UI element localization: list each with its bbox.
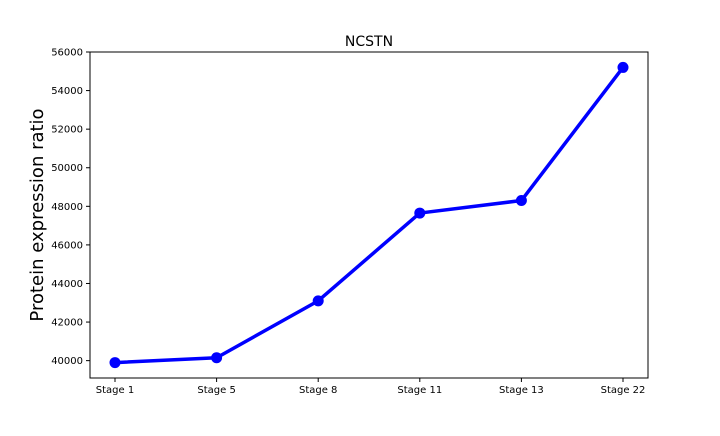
y-tick-label: 50000 bbox=[51, 163, 83, 174]
y-tick-label: 48000 bbox=[51, 202, 83, 213]
plot-area-frame bbox=[89, 51, 649, 379]
y-tick-label: 40000 bbox=[51, 356, 83, 367]
y-axis-label: Protein expression ratio bbox=[27, 108, 48, 321]
data-point-2 bbox=[211, 352, 223, 364]
x-tick-label: Stage 11 bbox=[397, 385, 442, 396]
y-tick-label: 56000 bbox=[51, 48, 83, 59]
x-tick-label: Stage 1 bbox=[96, 385, 134, 396]
x-tick-label: Stage 5 bbox=[197, 385, 235, 396]
y-tick-label: 52000 bbox=[51, 125, 83, 136]
series-line bbox=[113, 65, 625, 365]
data-point-6 bbox=[617, 61, 629, 73]
y-axis: 40000 42000 44000 46000 48000 50000 52000 54000… bbox=[51, 48, 90, 367]
x-axis: Stage 1 Stage 5 Stage 8 Stage 11 Stage 13 Sta… bbox=[96, 378, 646, 396]
x-tick-label: Stage 8 bbox=[299, 385, 337, 396]
data-point-1 bbox=[109, 357, 121, 369]
x-tick-label: Stage 13 bbox=[499, 385, 544, 396]
y-tick-label: 44000 bbox=[51, 279, 83, 290]
data-point-5 bbox=[515, 195, 527, 207]
chart-title: NCSTN bbox=[345, 34, 393, 50]
y-tick-label: 42000 bbox=[51, 318, 83, 329]
x-tick-label: Stage 22 bbox=[601, 385, 646, 396]
series-layer bbox=[109, 61, 629, 369]
y-tick-label: 46000 bbox=[51, 240, 83, 251]
y-tick-label: 54000 bbox=[51, 86, 83, 97]
data-point-3 bbox=[312, 295, 324, 307]
data-point-4 bbox=[414, 207, 426, 219]
